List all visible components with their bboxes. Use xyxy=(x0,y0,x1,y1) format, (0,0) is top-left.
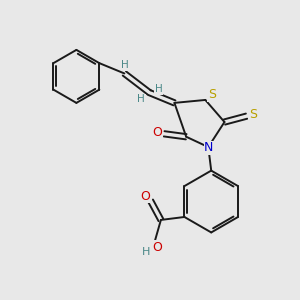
Text: S: S xyxy=(208,88,216,101)
Text: O: O xyxy=(153,126,163,139)
Text: H: H xyxy=(141,247,150,257)
Text: H: H xyxy=(137,94,145,104)
Text: O: O xyxy=(152,241,162,254)
Text: O: O xyxy=(140,190,150,203)
Text: H: H xyxy=(155,84,163,94)
Text: N: N xyxy=(204,141,214,154)
Text: S: S xyxy=(249,108,257,121)
Text: H: H xyxy=(121,60,129,70)
